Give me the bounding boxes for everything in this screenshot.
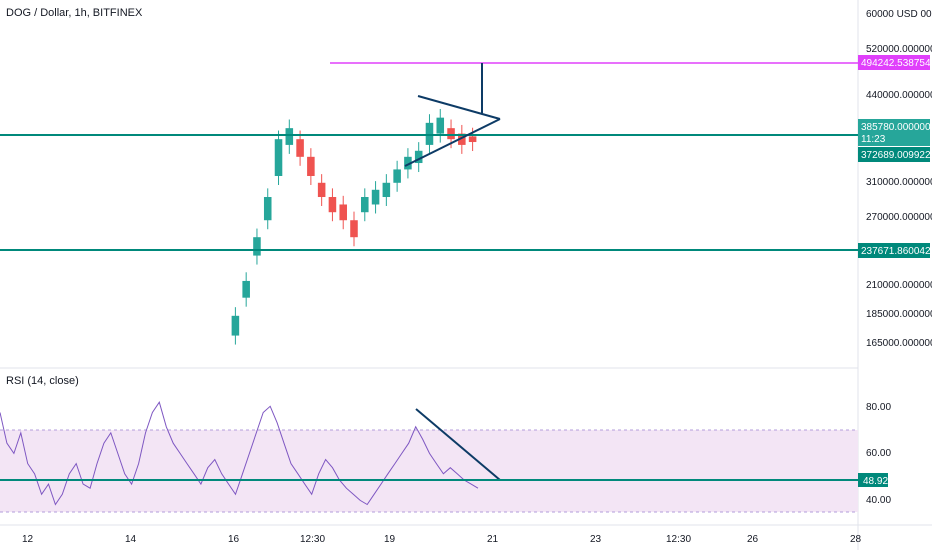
time-label: 21: [487, 534, 499, 545]
candle-body: [468, 136, 477, 143]
price-tick-label: 270000.00000000: [866, 212, 932, 223]
time-label: 12:30: [666, 534, 691, 545]
candle-body: [317, 182, 326, 198]
price-tag-target-text: 494242.53875406: [861, 58, 932, 69]
triangle-upper-trendline[interactable]: [417, 95, 501, 120]
rsi-title: RSI (14, close): [6, 375, 79, 387]
price-axis: 520000.00000000 440000.00000000 310000.0…: [866, 44, 932, 349]
candle-body: [307, 156, 315, 177]
rsi-value-tag: [858, 473, 888, 487]
price-tag-support-2: [858, 243, 930, 258]
candle-body: [414, 150, 423, 164]
rsi-tick-label: 80.00: [866, 402, 891, 413]
candle-body: [296, 139, 304, 157]
candle-body: [328, 197, 337, 213]
candle-body: [458, 133, 466, 145]
rsi-tick-label: 60.00: [866, 448, 891, 459]
time-label: 28: [850, 534, 862, 545]
candle-body: [253, 237, 261, 256]
price-tick-label: 310000.00000000: [866, 177, 932, 188]
candle-body: [274, 139, 283, 177]
candle-body: [361, 197, 369, 213]
time-label: 26: [747, 534, 759, 545]
price-tick-label: 440000.00000000: [866, 90, 932, 101]
time-label: 16: [228, 534, 240, 545]
candle-body: [436, 117, 445, 134]
time-label: 19: [384, 534, 396, 545]
time-label: 12: [22, 534, 34, 545]
symbol-title: DOG / Dollar, 1h, BITFINEX: [6, 7, 143, 19]
price-tag-target: [858, 55, 930, 70]
rsi-value-tag-text: 48.92: [863, 476, 888, 487]
candle-body: [285, 128, 294, 145]
triangle-lower-trendline[interactable]: [404, 118, 501, 167]
candle-body: [231, 315, 240, 336]
time-label: 23: [590, 534, 602, 545]
candle-body: [447, 128, 455, 140]
candle-body: [350, 220, 358, 238]
time-label: 12:30: [300, 534, 325, 545]
price-tag-support-1-text: 372689.00992295: [861, 150, 932, 161]
price-tag-support-1: [858, 147, 930, 162]
candles-group: [231, 109, 477, 345]
rsi-series-line: [0, 401, 479, 506]
rsi-band: [0, 430, 858, 512]
price-tick-label: 165000.00000000: [866, 338, 932, 349]
rsi-tick-label: 40.00: [866, 495, 891, 506]
price-tick-label: 520000.00000000: [866, 44, 932, 55]
price-tag-last-text: 385780.00000000: [861, 122, 932, 133]
rsi-trendline[interactable]: [415, 408, 501, 481]
candle-body: [393, 169, 401, 183]
price-unit-label: 60000 USD 00000: [866, 9, 932, 20]
price-tick-label: 185000.00000000: [866, 309, 932, 320]
candle-body: [242, 280, 250, 298]
candle-body: [382, 182, 391, 198]
candle-body: [339, 204, 347, 221]
candle-body: [404, 156, 412, 170]
price-tag-support-2-text: 237671.86004237: [861, 246, 932, 257]
candle-body: [263, 197, 272, 221]
price-tick-label: 210000.00000000: [866, 280, 932, 291]
candle-body: [371, 189, 380, 205]
time-label: 14: [125, 534, 137, 545]
price-tag-last: [858, 119, 930, 146]
price-tag-countdown-text: 11:23: [861, 134, 886, 145]
candle-body: [425, 122, 434, 145]
